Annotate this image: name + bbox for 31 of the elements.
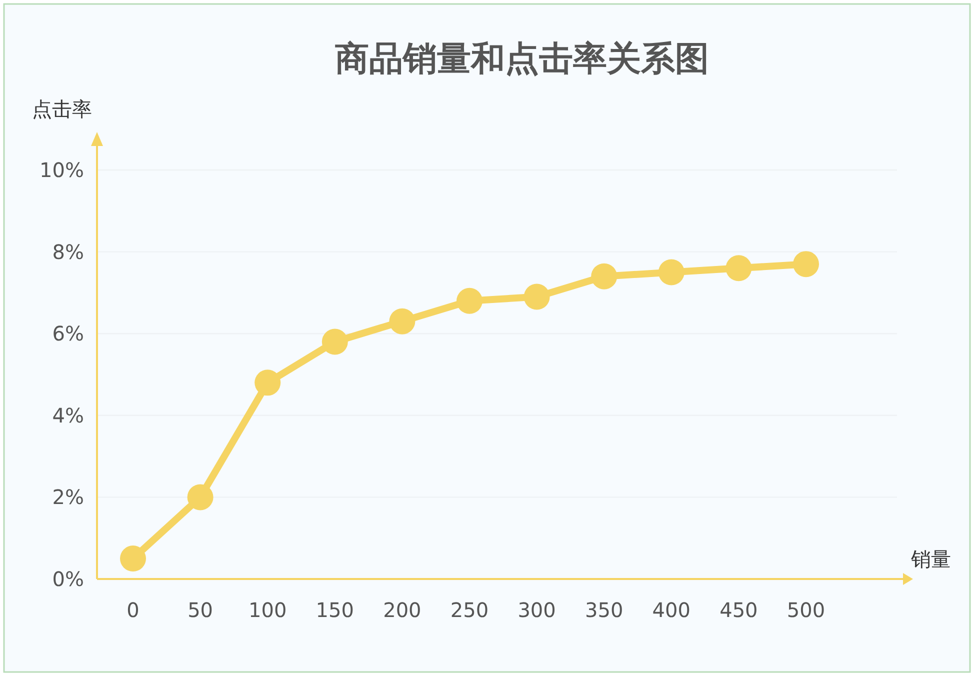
point <box>524 284 550 310</box>
point <box>726 255 752 282</box>
y-tick-label: 2% <box>52 485 84 510</box>
y-tick-label: 8% <box>52 240 84 264</box>
y-tick-label: 4% <box>52 403 84 428</box>
chart-title: 商品销量和点击率关系图 <box>335 39 709 79</box>
point <box>658 259 684 286</box>
y-tick-label: 0% <box>52 567 84 591</box>
point <box>254 370 281 396</box>
x-tick-label: 500 <box>786 598 826 622</box>
x-tick-label: 400 <box>652 598 690 622</box>
x-tick-label: 450 <box>720 598 758 622</box>
x-axis-title: 销量 <box>910 547 951 571</box>
point <box>793 251 820 278</box>
x-tick-label: 0 <box>126 598 140 622</box>
x-tick-label: 250 <box>450 598 489 622</box>
point <box>187 484 214 510</box>
point <box>322 328 348 355</box>
point <box>389 308 416 334</box>
x-tick-label: 50 <box>188 598 214 622</box>
x-tick-label: 100 <box>248 598 287 622</box>
point <box>120 546 146 572</box>
x-tick-label: 300 <box>518 598 556 622</box>
point <box>591 263 618 290</box>
x-tick-label: 150 <box>316 598 354 622</box>
y-tick-label: 6% <box>52 322 84 346</box>
x-tick-label: 350 <box>585 598 624 622</box>
x-tick-label: 200 <box>383 598 422 622</box>
y-tick-label: 10% <box>40 158 84 182</box>
y-axis-title: 点击率 <box>32 97 92 121</box>
point <box>456 288 483 314</box>
